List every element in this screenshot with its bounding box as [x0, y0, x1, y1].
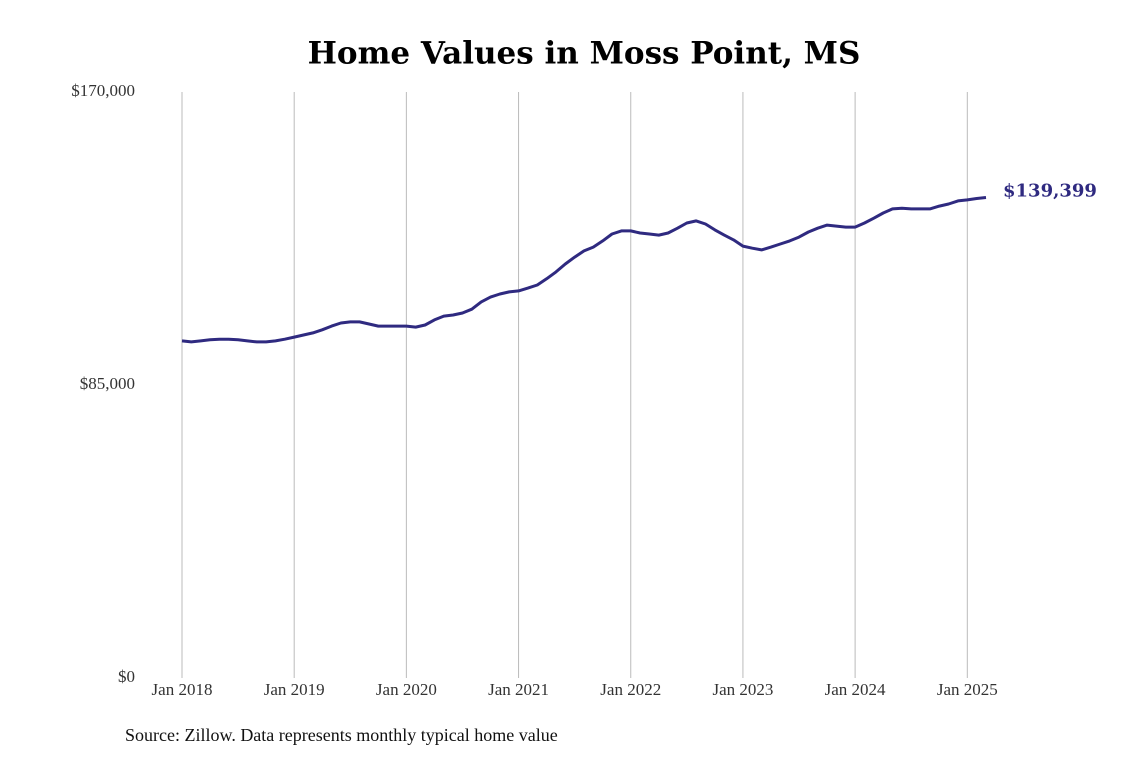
y-tick-label: $85,000: [80, 374, 135, 393]
x-tick-label: Jan 2024: [825, 680, 886, 699]
data-line: [181, 196, 987, 344]
x-tick-label: Jan 2018: [152, 680, 213, 699]
source-note: Source: Zillow. Data represents monthly …: [125, 725, 558, 745]
y-tick-label: $170,000: [71, 81, 135, 100]
y-tick-label: $0: [118, 667, 135, 686]
x-tick-label: Jan 2019: [264, 680, 325, 699]
x-tick-label: Jan 2023: [712, 680, 773, 699]
x-tick-label: Jan 2022: [600, 680, 661, 699]
chart-title: Home Values in Moss Point, MS: [308, 36, 861, 72]
x-tick-label: Jan 2020: [376, 680, 437, 699]
value-label: $139,399: [1003, 180, 1097, 201]
x-tick-label: Jan 2021: [488, 680, 549, 699]
x-tick-label: Jan 2025: [937, 680, 998, 699]
